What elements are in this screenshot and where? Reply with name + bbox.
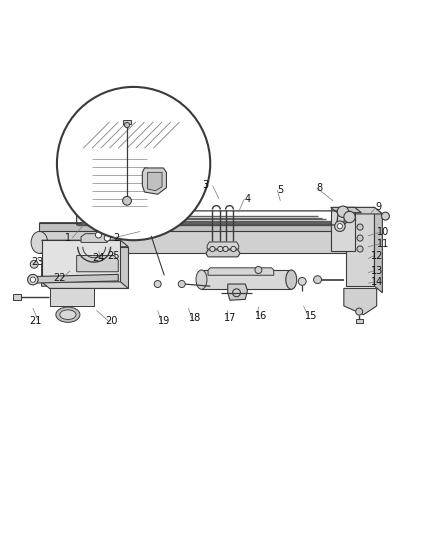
- Polygon shape: [346, 207, 374, 286]
- Polygon shape: [33, 274, 118, 283]
- Circle shape: [223, 246, 228, 252]
- Polygon shape: [207, 242, 239, 249]
- FancyBboxPatch shape: [13, 294, 21, 300]
- Text: 2: 2: [113, 233, 119, 243]
- Text: 18: 18: [189, 313, 201, 323]
- Ellipse shape: [31, 231, 48, 253]
- Circle shape: [255, 266, 262, 273]
- Circle shape: [298, 278, 306, 285]
- Polygon shape: [39, 223, 364, 238]
- Text: 24: 24: [92, 253, 105, 263]
- Polygon shape: [374, 207, 382, 293]
- Polygon shape: [39, 223, 370, 228]
- Text: 21: 21: [30, 316, 42, 326]
- Text: 20: 20: [106, 316, 118, 326]
- Polygon shape: [42, 264, 120, 286]
- Circle shape: [344, 211, 355, 223]
- Polygon shape: [208, 268, 274, 275]
- Circle shape: [95, 232, 102, 238]
- Text: 15: 15: [305, 311, 317, 320]
- Circle shape: [357, 246, 363, 252]
- Circle shape: [381, 212, 389, 220]
- Text: 25: 25: [108, 251, 120, 261]
- Circle shape: [337, 206, 349, 217]
- FancyBboxPatch shape: [123, 120, 131, 124]
- Circle shape: [30, 277, 35, 282]
- Polygon shape: [148, 172, 162, 191]
- Text: 16: 16: [254, 311, 267, 320]
- Polygon shape: [201, 270, 291, 289]
- Circle shape: [335, 221, 345, 231]
- Text: 9: 9: [376, 203, 382, 212]
- Circle shape: [218, 246, 223, 252]
- Polygon shape: [228, 284, 247, 300]
- Text: 13: 13: [371, 266, 383, 276]
- Ellipse shape: [60, 310, 76, 319]
- Circle shape: [210, 246, 215, 252]
- Ellipse shape: [196, 270, 207, 289]
- Circle shape: [314, 276, 321, 284]
- Polygon shape: [49, 247, 128, 288]
- Circle shape: [30, 260, 38, 268]
- Circle shape: [104, 235, 110, 241]
- Text: 8: 8: [317, 183, 323, 192]
- Text: 12: 12: [371, 251, 383, 261]
- Circle shape: [356, 308, 363, 315]
- Polygon shape: [42, 282, 128, 288]
- Text: 11: 11: [377, 239, 389, 249]
- Text: 19: 19: [158, 316, 170, 326]
- Polygon shape: [42, 240, 128, 247]
- Text: 3: 3: [203, 181, 209, 190]
- Polygon shape: [344, 288, 377, 314]
- Text: 14: 14: [371, 277, 383, 287]
- Polygon shape: [331, 207, 361, 213]
- Text: 17: 17: [224, 313, 236, 323]
- Circle shape: [124, 123, 130, 128]
- Circle shape: [154, 280, 161, 287]
- Polygon shape: [50, 288, 94, 306]
- Polygon shape: [331, 207, 355, 251]
- Circle shape: [233, 289, 240, 297]
- Ellipse shape: [286, 270, 297, 289]
- Ellipse shape: [56, 307, 80, 322]
- Text: 4: 4: [244, 193, 251, 204]
- Text: 10: 10: [377, 228, 389, 237]
- Circle shape: [357, 224, 363, 230]
- Circle shape: [231, 246, 236, 252]
- Polygon shape: [206, 250, 240, 257]
- Circle shape: [28, 274, 38, 285]
- Text: 23: 23: [31, 257, 43, 267]
- Polygon shape: [142, 168, 166, 194]
- FancyBboxPatch shape: [356, 319, 363, 323]
- Text: 5: 5: [277, 185, 283, 195]
- Circle shape: [57, 87, 210, 240]
- Circle shape: [123, 197, 131, 205]
- Polygon shape: [39, 231, 350, 253]
- Polygon shape: [81, 233, 107, 243]
- Text: 22: 22: [53, 273, 65, 283]
- Circle shape: [178, 280, 185, 287]
- Polygon shape: [346, 207, 382, 214]
- Polygon shape: [42, 240, 120, 282]
- Ellipse shape: [344, 231, 357, 253]
- Polygon shape: [77, 255, 118, 272]
- Text: 1: 1: [65, 233, 71, 243]
- Circle shape: [337, 223, 343, 229]
- Circle shape: [357, 235, 363, 241]
